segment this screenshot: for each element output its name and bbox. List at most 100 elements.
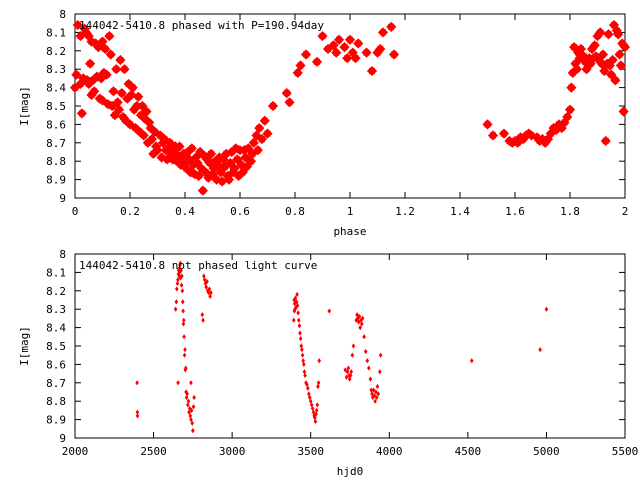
data-point: [178, 260, 183, 266]
data-point: [292, 308, 297, 314]
data-point-core: [484, 121, 491, 128]
data-point-core: [138, 112, 144, 119]
data-point-core: [186, 156, 193, 163]
data-point: [191, 404, 196, 410]
data-point-core: [605, 31, 612, 38]
unphased-x-tick-label: 5500: [612, 445, 639, 458]
data-point-core: [113, 66, 120, 73]
phased-x-tick-label: 0.8: [285, 205, 305, 218]
data-point-core: [150, 150, 157, 157]
data-point: [314, 411, 318, 417]
data-point-core: [567, 106, 573, 113]
data-point-core: [239, 169, 246, 176]
data-point-core: [198, 165, 205, 172]
data-point-core: [325, 45, 331, 52]
data-point: [297, 323, 302, 329]
data-point: [177, 266, 181, 272]
unphased-panel: 2000 2500 3000 3500 4000 4500 5000 5500 8 8.1 8.2 8…: [18, 248, 638, 478]
data-point-core: [193, 154, 199, 161]
data-point-core: [250, 139, 257, 146]
data-point-core: [135, 93, 142, 100]
data-point: [315, 402, 320, 408]
data-point: [356, 319, 361, 325]
data-point: [177, 273, 182, 279]
data-point-core: [228, 149, 235, 155]
data-point-core: [133, 103, 140, 109]
phased-y-axis-label: I[mag]: [18, 86, 31, 126]
data-point: [373, 398, 377, 404]
data-point: [298, 330, 302, 336]
data-point: [346, 365, 351, 371]
data-point-core: [534, 134, 540, 141]
data-point-core: [344, 55, 351, 62]
data-point: [301, 358, 305, 364]
data-point-core: [580, 53, 587, 60]
phased-x-tick-label: 0.4: [175, 205, 195, 218]
data-point-core: [199, 187, 206, 194]
data-point-core: [151, 128, 158, 135]
data-point: [202, 273, 206, 279]
data-point-core: [568, 84, 575, 91]
data-point-core: [131, 106, 138, 113]
data-point-core: [103, 71, 110, 78]
data-point: [365, 358, 370, 364]
data-point-core: [121, 66, 128, 73]
data-point: [374, 389, 378, 395]
unphased-chart-title: 144042-5410.8 not phased light curve: [79, 259, 317, 272]
data-point-core: [591, 42, 598, 49]
data-point: [302, 369, 307, 375]
data-point-core: [391, 51, 397, 58]
data-point-core: [73, 71, 80, 78]
data-point-core: [622, 44, 628, 51]
data-point: [176, 271, 181, 277]
data-point-core: [314, 58, 320, 65]
data-point: [296, 317, 301, 323]
data-point: [201, 317, 205, 323]
data-point-core: [102, 45, 109, 52]
data-point: [538, 347, 542, 353]
data-point: [469, 358, 474, 364]
data-point: [180, 288, 185, 294]
data-point: [135, 413, 140, 419]
data-point: [358, 325, 363, 331]
data-point: [345, 369, 350, 375]
data-point-core: [72, 84, 78, 91]
data-point-core: [173, 158, 180, 165]
data-point: [363, 348, 368, 355]
data-point: [368, 376, 373, 382]
data-point-core: [556, 121, 562, 128]
data-point: [176, 380, 180, 386]
data-point-core: [223, 150, 230, 157]
data-point-core: [520, 136, 527, 143]
unphased-x-tick-label: 2000: [62, 445, 89, 458]
phased-x-tick-label: 1.4: [450, 205, 470, 218]
data-point: [292, 301, 297, 307]
data-point-core: [78, 110, 85, 117]
data-point-core: [125, 80, 132, 87]
data-point-core: [297, 62, 304, 69]
data-point-core: [128, 91, 135, 98]
data-point: [204, 284, 209, 290]
data-point-core: [303, 51, 309, 58]
data-point-core: [190, 161, 197, 168]
data-point: [189, 407, 194, 413]
data-point-core: [270, 103, 276, 109]
data-point-core: [188, 145, 195, 152]
data-point-core: [77, 33, 84, 40]
data-point-core: [154, 147, 161, 154]
data-point-core: [213, 176, 220, 183]
data-point-core: [210, 165, 217, 172]
data-point-core: [139, 103, 146, 109]
data-point-core: [572, 60, 579, 67]
unphased-y-tick-label: 8.2: [46, 285, 66, 298]
data-point: [189, 380, 193, 386]
data-point: [298, 336, 303, 342]
data-point-core: [349, 49, 356, 56]
data-point-core: [347, 36, 353, 43]
data-point-core: [377, 45, 384, 52]
data-point-core: [352, 55, 359, 62]
data-point-core: [363, 49, 370, 56]
data-point: [544, 306, 549, 312]
data-point-core: [99, 38, 106, 45]
data-point: [187, 409, 191, 415]
